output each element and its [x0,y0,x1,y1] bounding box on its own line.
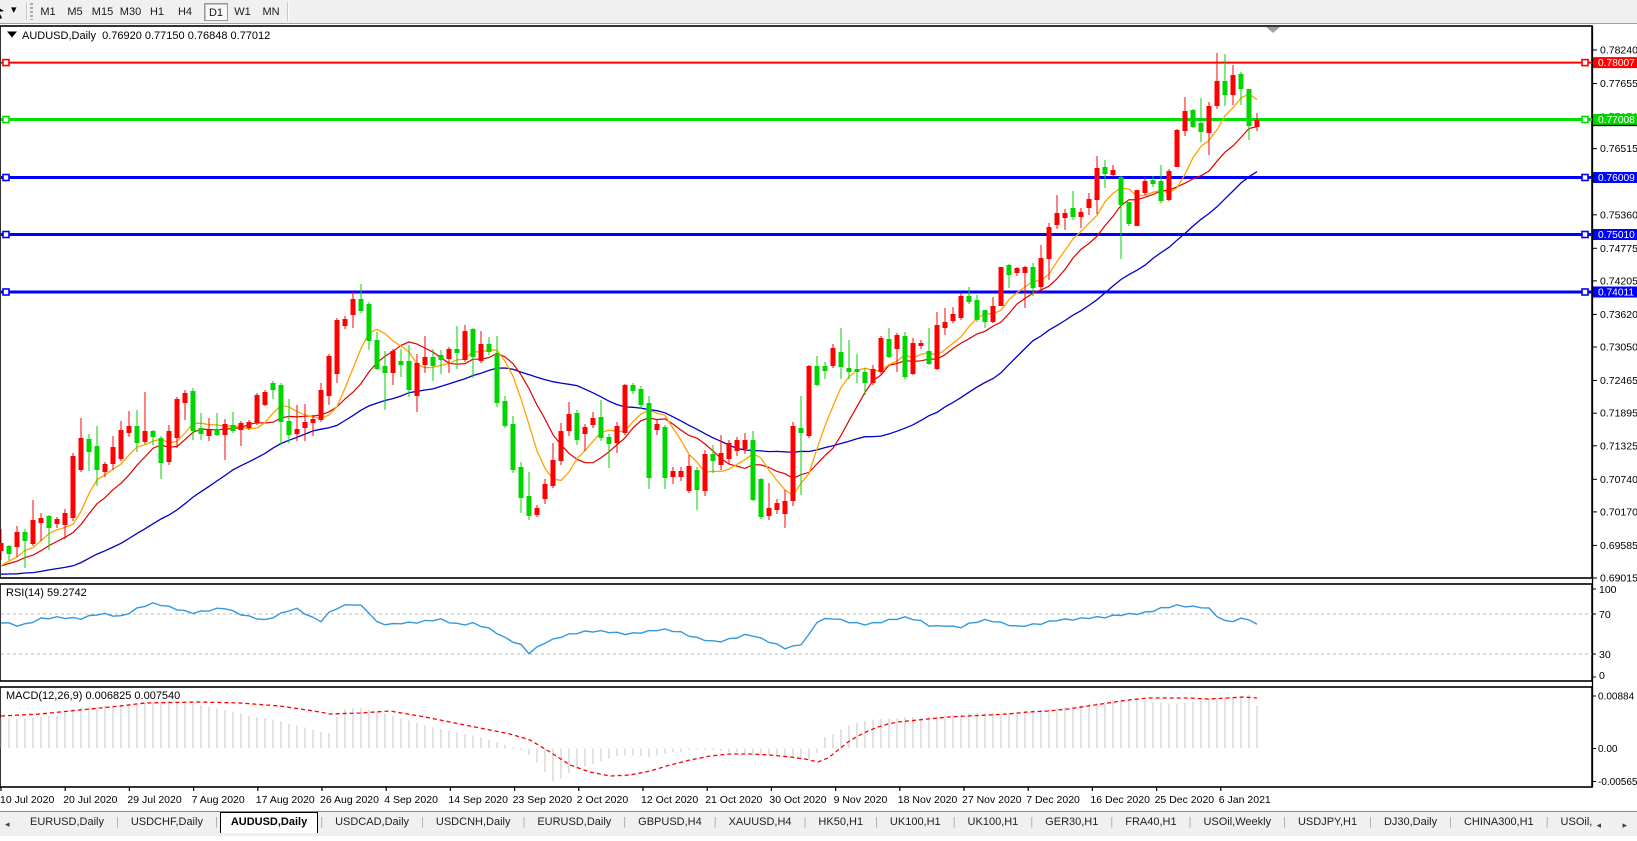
svg-text:21 Oct 2020: 21 Oct 2020 [705,794,762,806]
svg-text:18 Nov 2020: 18 Nov 2020 [898,794,958,806]
svg-text:0.77655: 0.77655 [1600,78,1637,90]
svg-text:30: 30 [1599,649,1611,661]
svg-text:0.76515: 0.76515 [1600,143,1637,155]
svg-text:27 Nov 2020: 27 Nov 2020 [962,794,1022,806]
svg-text:100: 100 [1599,584,1617,596]
svg-text:0.70740: 0.70740 [1600,474,1637,486]
svg-text:0.75010: 0.75010 [1598,230,1635,241]
svg-text:0.76009: 0.76009 [1598,173,1635,184]
svg-text:0.74205: 0.74205 [1600,275,1637,287]
svg-text:70: 70 [1599,609,1611,621]
svg-text:26 Aug 2020: 26 Aug 2020 [320,794,379,806]
svg-text:4 Sep 2020: 4 Sep 2020 [384,794,438,806]
svg-text:0.75360: 0.75360 [1600,209,1637,221]
svg-text:23 Sep 2020: 23 Sep 2020 [513,794,573,806]
svg-text:0.74775: 0.74775 [1600,243,1637,255]
svg-text:6 Jan 2021: 6 Jan 2021 [1219,794,1271,806]
svg-text:10 Jul 2020: 10 Jul 2020 [0,794,54,806]
svg-text:17 Aug 2020: 17 Aug 2020 [256,794,315,806]
svg-text:25 Dec 2020: 25 Dec 2020 [1155,794,1215,806]
svg-text:MACD(12,26,9) 0.006825 0.00754: MACD(12,26,9) 0.006825 0.007540 [6,690,180,702]
svg-text:0.78007: 0.78007 [1598,58,1635,69]
svg-text:AUDUSD,Daily 0.76920 0.77150: AUDUSD,Daily 0.76920 0.77150 0.76848 0.7… [22,30,270,42]
svg-text:7 Dec 2020: 7 Dec 2020 [1026,794,1080,806]
svg-text:0.00: 0.00 [1598,744,1618,755]
svg-text:0.71325: 0.71325 [1600,440,1637,452]
svg-text:12 Oct 2020: 12 Oct 2020 [641,794,698,806]
svg-text:0.00884: 0.00884 [1598,692,1635,703]
svg-text:2 Oct 2020: 2 Oct 2020 [577,794,629,806]
svg-text:14 Sep 2020: 14 Sep 2020 [448,794,508,806]
svg-text:0.73620: 0.73620 [1600,309,1637,321]
svg-text:0.69585: 0.69585 [1600,540,1637,552]
svg-text:9 Nov 2020: 9 Nov 2020 [834,794,888,806]
svg-text:RSI(14) 59.2742: RSI(14) 59.2742 [6,587,87,599]
svg-text:0.78240: 0.78240 [1600,45,1637,57]
svg-text:0.69015: 0.69015 [1600,573,1637,585]
svg-text:30 Oct 2020: 30 Oct 2020 [769,794,826,806]
svg-text:20 Jul 2020: 20 Jul 2020 [63,794,117,806]
svg-text:0.70170: 0.70170 [1600,506,1637,518]
svg-text:0.73050: 0.73050 [1600,342,1637,354]
svg-text:0.74011: 0.74011 [1598,288,1634,299]
svg-text:0.77008: 0.77008 [1598,115,1635,126]
svg-text:0.72465: 0.72465 [1600,375,1637,387]
svg-text:0: 0 [1599,670,1605,682]
svg-text:16 Dec 2020: 16 Dec 2020 [1090,794,1150,806]
svg-text:7 Aug 2020: 7 Aug 2020 [192,794,245,806]
svg-text:0.71895: 0.71895 [1600,408,1637,420]
svg-text:29 Jul 2020: 29 Jul 2020 [127,794,181,806]
